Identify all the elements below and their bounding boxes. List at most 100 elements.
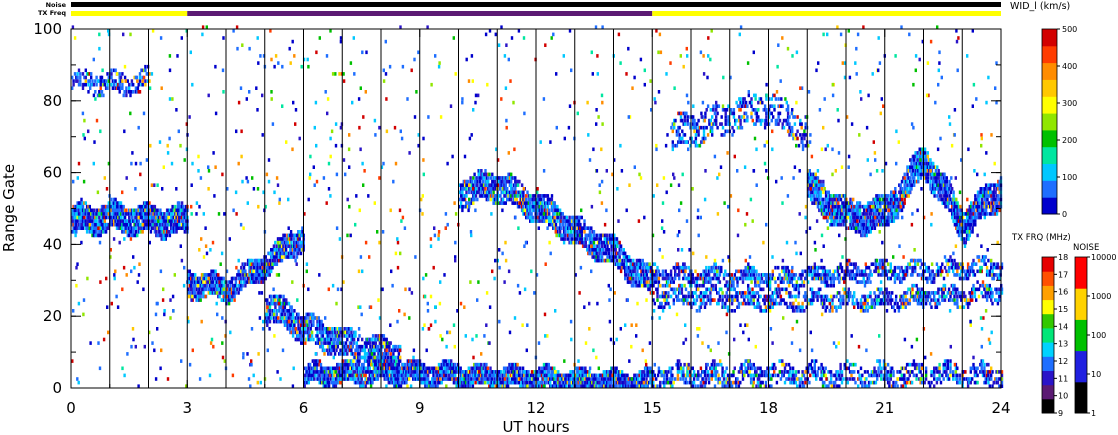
heatmap-cell — [391, 377, 395, 381]
heatmap-cell — [319, 344, 322, 349]
heatmap-cell — [816, 197, 820, 202]
heatmap-cell — [993, 212, 996, 216]
heatmap-cell — [202, 287, 205, 292]
heatmap-cell — [964, 219, 967, 223]
heatmap-cell — [392, 359, 395, 363]
heatmap-cell — [576, 233, 579, 238]
heatmap-cell — [84, 222, 87, 227]
heatmap-cell — [492, 373, 495, 378]
heatmap-cell — [329, 352, 333, 356]
heatmap-cell — [437, 380, 441, 385]
heatmap-cell — [964, 222, 967, 227]
heatmap-cell — [293, 251, 296, 256]
heatmap-cell — [447, 377, 450, 381]
heatmap-cell — [232, 294, 235, 299]
heatmap-cell — [657, 276, 661, 281]
heatmap-cell — [313, 373, 316, 378]
heatmap-cell — [312, 316, 315, 320]
heatmap-cell — [83, 215, 86, 220]
heatmap-cell — [136, 208, 139, 213]
heatmap-cell — [980, 204, 984, 209]
heatmap-cell — [968, 222, 971, 227]
heatmap-cell — [568, 373, 571, 378]
heatmap-cell — [959, 212, 962, 216]
heatmap-cell — [599, 248, 602, 252]
heatmap-cell — [300, 316, 303, 320]
heatmap-cell — [352, 334, 356, 338]
heatmap-cell — [526, 215, 529, 220]
heatmap-cell — [549, 219, 552, 223]
heatmap-cell — [534, 384, 537, 388]
heatmap-cell — [921, 172, 924, 177]
heatmap-cell — [929, 172, 932, 177]
heatmap-cell — [489, 194, 493, 198]
heatmap-cell — [620, 380, 624, 385]
heatmap-cell — [868, 230, 871, 234]
heatmap-cell — [540, 366, 544, 371]
heatmap-cell — [115, 201, 119, 205]
heatmap-cell — [902, 204, 905, 209]
heatmap-cell — [188, 283, 191, 288]
heatmap-cell — [313, 370, 316, 374]
heatmap-cell — [451, 366, 454, 371]
heatmap-cell — [315, 359, 319, 363]
heatmap-cell — [510, 176, 513, 180]
heatmap-cell — [280, 237, 284, 241]
heatmap-cell — [812, 183, 816, 187]
heatmap-cell — [871, 226, 874, 230]
heatmap-cell — [473, 366, 476, 371]
heatmap-cell — [903, 179, 906, 184]
heatmap-cell — [885, 201, 889, 205]
heatmap-cell — [485, 362, 488, 367]
heatmap-cell — [885, 215, 889, 220]
heatmap-cell — [976, 194, 980, 198]
heatmap-cell — [286, 301, 289, 306]
heatmap-cell — [313, 316, 316, 320]
heatmap-cell — [452, 362, 456, 367]
heatmap-cell — [652, 380, 655, 385]
heatmap-cell — [437, 366, 441, 371]
heatmap-cell — [925, 172, 928, 177]
heatmap-cell — [144, 208, 147, 213]
heatmap-cell — [91, 230, 94, 234]
heatmap-cell — [219, 283, 223, 288]
heatmap-cell — [203, 283, 206, 288]
heatmap-cell — [584, 370, 587, 374]
heatmap-cell — [850, 226, 854, 230]
heatmap-cell — [218, 280, 221, 284]
heatmap-cell — [630, 380, 633, 385]
heatmap-cell — [991, 194, 995, 198]
heatmap-cell — [331, 348, 334, 353]
heatmap-cell — [937, 176, 940, 180]
heatmap-cell — [979, 201, 982, 205]
heatmap-cell — [222, 291, 225, 295]
heatmap-cell — [839, 197, 843, 202]
heatmap-cell — [856, 219, 859, 223]
heatmap-cell — [533, 208, 536, 213]
heatmap-cell — [869, 222, 872, 227]
heatmap-cell — [869, 201, 872, 205]
heatmap-cell — [561, 233, 564, 238]
heatmap-cell — [336, 344, 339, 349]
heatmap-cell — [432, 366, 435, 371]
heatmap-cell — [80, 208, 83, 213]
heatmap-cell — [155, 219, 158, 223]
heatmap-cell — [107, 215, 110, 220]
heatmap-cell — [932, 183, 935, 187]
heatmap-cell — [921, 161, 924, 166]
heatmap-cell — [891, 219, 894, 223]
heatmap-cell — [319, 362, 323, 367]
heatmap-cell — [309, 312, 312, 317]
heatmap-cell — [535, 384, 538, 388]
heatmap-cell — [272, 298, 276, 302]
heatmap-cell — [705, 276, 708, 281]
heatmap-cell — [492, 176, 495, 180]
heatmap-cell — [241, 273, 244, 277]
heatmap-cell — [336, 362, 339, 367]
heatmap-cell — [917, 179, 920, 184]
heatmap-cell — [428, 380, 431, 385]
heatmap-cell — [75, 212, 78, 216]
heatmap-cell — [465, 179, 468, 184]
heatmap-cell — [357, 380, 361, 385]
heatmap-cell — [541, 204, 544, 209]
